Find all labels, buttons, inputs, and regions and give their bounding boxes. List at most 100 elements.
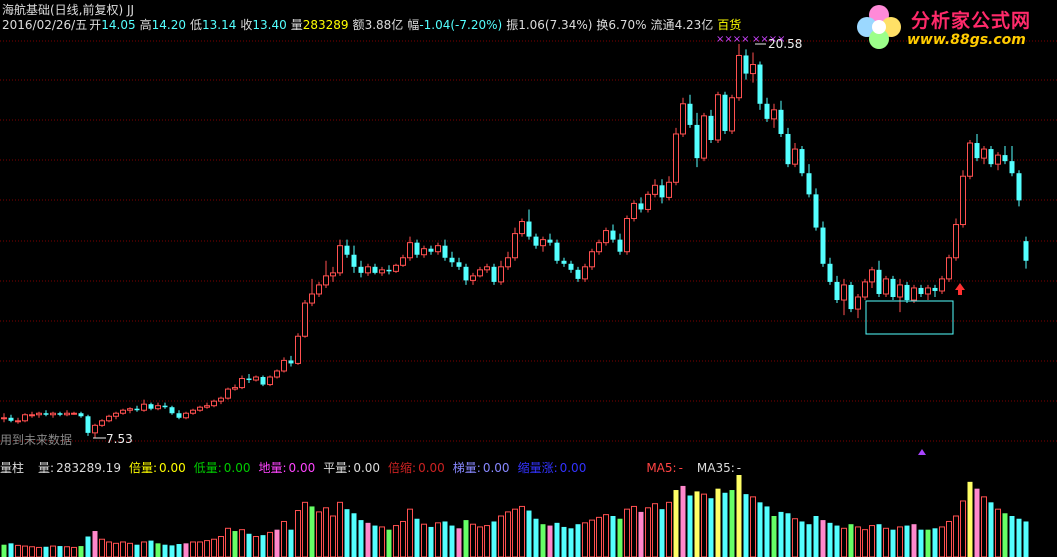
volume-bar [862, 529, 868, 557]
ma5-value: - [678, 461, 683, 475]
candle [197, 405, 203, 412]
volume-bar [309, 506, 315, 557]
volume-bar [596, 516, 602, 557]
candle [15, 417, 21, 424]
volume-bar [722, 492, 728, 557]
candle [505, 251, 511, 270]
candle [57, 411, 63, 417]
logo-url[interactable]: www.88gs.com [907, 32, 1026, 48]
candle [974, 133, 980, 162]
volume-bar [393, 525, 399, 557]
candle [855, 293, 861, 319]
candle [988, 146, 994, 168]
candle [36, 411, 42, 418]
candle [281, 357, 287, 373]
volume-bar [631, 505, 637, 557]
candle [407, 236, 413, 261]
candle [981, 146, 987, 165]
volume-bar [890, 529, 896, 557]
low-volume: 0.00 [223, 461, 251, 475]
candle [477, 266, 483, 278]
volume-bar [204, 540, 210, 557]
volume-bar [512, 508, 518, 557]
volume-bar [190, 541, 196, 557]
volume-bar [771, 516, 777, 557]
candle [218, 396, 224, 405]
volume-bar [211, 538, 217, 557]
candle [428, 245, 434, 255]
candle [92, 423, 98, 438]
volume-bar [652, 503, 658, 557]
volume-bar [358, 520, 364, 557]
candle [540, 236, 546, 252]
ladder-volume: 0.00 [482, 461, 510, 475]
volume-bar [421, 523, 427, 557]
quote-line: 2016/02/26/五 开14.05 高14.20 低13.14 收13.40 量283… [2, 18, 742, 32]
candle [43, 410, 49, 417]
candle [1, 413, 7, 423]
candle [50, 411, 56, 418]
candle [456, 257, 462, 270]
candle [582, 263, 588, 282]
candle [274, 369, 280, 379]
high-price-label: 20.58 [768, 37, 803, 51]
candle [491, 263, 497, 285]
candle [862, 278, 868, 301]
candle [526, 209, 532, 240]
sector-link[interactable]: 百货 [717, 18, 742, 32]
candle [806, 164, 812, 198]
future-data-note: 用到未来数据 [0, 433, 73, 447]
volume-bar [330, 515, 336, 557]
volume-bar [757, 502, 763, 557]
volume-bar [36, 546, 42, 557]
candle [239, 375, 245, 390]
candle [638, 197, 644, 213]
volume-bar [288, 529, 294, 557]
candle [288, 355, 294, 367]
candle [904, 281, 910, 304]
candle [148, 402, 154, 411]
volume-bar [729, 490, 735, 557]
candle [211, 399, 217, 408]
volume-bar [701, 493, 707, 557]
candle [29, 411, 35, 418]
volume-bar [386, 529, 392, 557]
candle [848, 281, 854, 313]
candle [533, 233, 539, 249]
volume-bar [43, 546, 49, 557]
candle [99, 419, 105, 427]
volume-bar [680, 485, 686, 557]
volume-bar [225, 527, 231, 557]
candle [708, 109, 714, 144]
volume-bar [960, 500, 966, 557]
candle [757, 61, 763, 110]
candle [568, 260, 574, 273]
volume-bar [71, 546, 77, 557]
volume-bar [624, 508, 630, 557]
volume-indicator-header: 量柱 量: 283289.19 倍量: 0.00 低量: 0.00 地量: 0.00 平量: 0.0… [0, 461, 742, 475]
candle [498, 260, 504, 285]
volume-bar [120, 541, 126, 557]
candle [302, 300, 308, 338]
candle [715, 91, 721, 144]
candle [351, 245, 357, 273]
candle [687, 94, 693, 128]
candle [960, 170, 966, 228]
candle [939, 275, 945, 294]
candle [736, 44, 742, 101]
candle [596, 239, 602, 255]
candle [372, 263, 378, 275]
candle [827, 257, 833, 285]
volume-bar [183, 543, 189, 557]
volume-bar [169, 545, 175, 557]
candle [386, 265, 392, 275]
volume-bar [267, 531, 273, 557]
quote-volume: 283289 [302, 18, 349, 32]
volume-bar [134, 544, 140, 557]
candle [323, 260, 329, 288]
candle [253, 375, 259, 382]
volume-bar [351, 513, 357, 557]
volume-bar [232, 531, 238, 557]
volume-bar [8, 543, 14, 557]
